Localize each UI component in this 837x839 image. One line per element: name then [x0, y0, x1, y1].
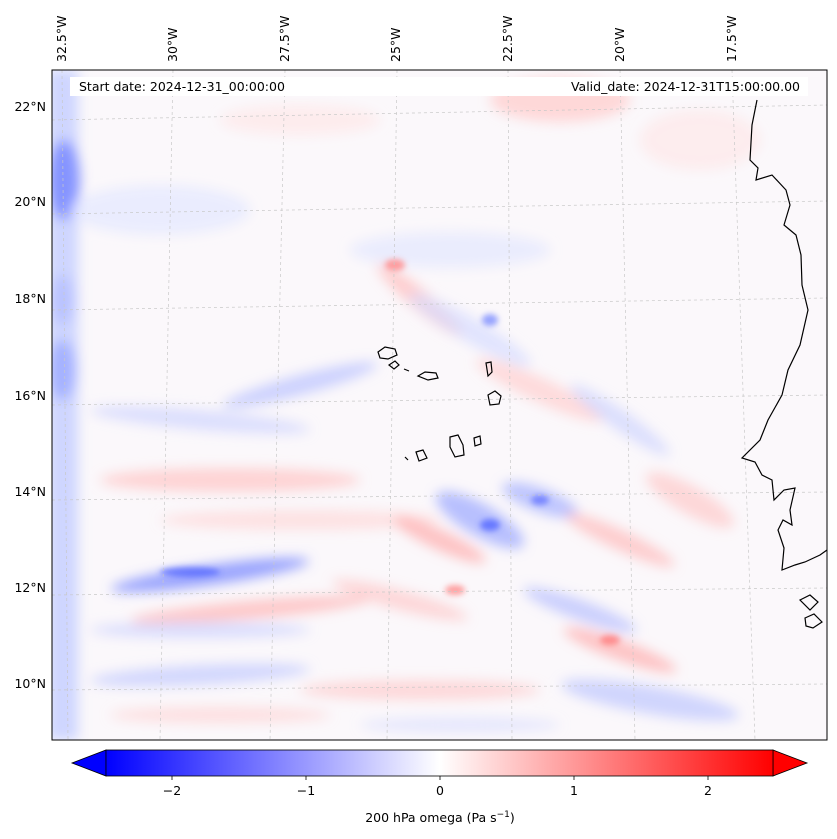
map-panel: Start date: 2024-12-31_00:00:00 Valid_da… [51, 69, 828, 741]
valid-date-label: Valid_date: 2024-12-31T15:00:00.00 [571, 79, 800, 94]
colorbar-extend-max [772, 749, 809, 777]
colorbar-bar [106, 750, 773, 776]
map-frame [51, 69, 828, 741]
cape-verde-santa-luzia [403, 368, 410, 372]
lat-label: 12°N [14, 580, 46, 595]
lon-label: 22.5°W [500, 16, 515, 62]
lon-label: 32.5°W [54, 16, 69, 62]
lon-label: 17.5°W [724, 16, 739, 62]
cape-verde-sal [485, 361, 493, 378]
african-coastline [740, 99, 827, 571]
lat-label: 14°N [14, 484, 46, 499]
lat-label: 22°N [14, 99, 46, 114]
graticule [52, 70, 827, 740]
lon-label: 20°W [612, 27, 627, 62]
start-date-label: Start date: 2024-12-31_00:00:00 [79, 79, 285, 94]
latitude-labels: 22°N 20°N 18°N 16°N 14°N 12°N 10°N [14, 99, 46, 691]
colorbar-tick-label: 0 [436, 783, 444, 798]
cape-verde-boa-vista [487, 390, 502, 406]
colorbar-tick-label: −1 [297, 783, 315, 798]
colorbar-extend-min [70, 749, 107, 777]
longitude-labels: 32.5°W 30°W 27.5°W 25°W 22.5°W 20°W 17.5… [54, 16, 739, 62]
map-background [52, 70, 827, 740]
colorbar-tick-marks [171, 776, 709, 780]
date-header-bg [70, 77, 808, 96]
cape-verde-fogo [415, 449, 428, 462]
coastlines [377, 99, 827, 629]
cape-verde-santiago [449, 434, 465, 458]
colorbar-tick-label: 1 [570, 783, 578, 798]
cape-verde-santo-antao [377, 346, 398, 360]
colorbar-tick-label: 2 [704, 783, 712, 798]
colorbar-label: 200 hPa omega (Pa s−1) [365, 810, 515, 825]
colorbar-outline [105, 749, 774, 777]
lat-label: 18°N [14, 291, 46, 306]
lon-label: 27.5°W [277, 16, 292, 62]
lat-label: 10°N [14, 676, 46, 691]
lon-label: 25°W [388, 27, 403, 62]
colorbar-tick-label: −2 [163, 783, 181, 798]
colorbar: −2 −1 0 1 2 200 hPa omega (Pa s−1) [70, 749, 809, 825]
lon-label: 30°W [165, 27, 180, 62]
cape-verde-sao-nicolau [416, 371, 439, 381]
lat-label: 20°N [14, 194, 46, 209]
cape-verde-brava [404, 456, 409, 461]
cape-verde-maio [473, 435, 482, 447]
lat-label: 16°N [14, 388, 46, 403]
bijagos-islands [798, 594, 823, 629]
cape-verde-sao-vicente [387, 360, 400, 370]
